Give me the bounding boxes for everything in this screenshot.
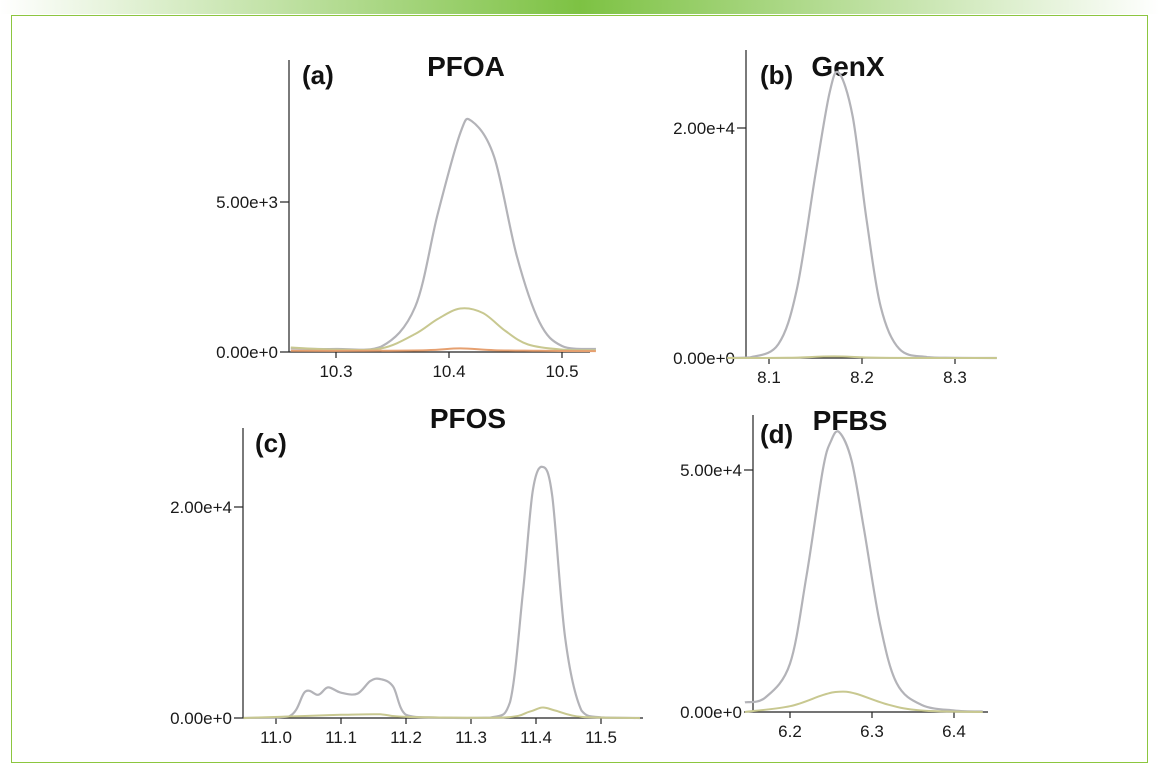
panel-a-ticks: 10.3 10.4 10.5 0.00e+0 5.00e+3 xyxy=(216,193,578,381)
panel-d-series-secondary xyxy=(744,690,983,713)
panel-c-xtick-label-2: 11.2 xyxy=(390,728,422,747)
panel-d-xtick-label-0: 6.2 xyxy=(778,722,802,741)
panel-b-genx: (b) GenX 8.1 8.2 8.3 0.00e+0 2.00e+4 xyxy=(673,50,997,387)
top-gradient-bar xyxy=(0,0,1160,14)
panel-d-title: PFBS xyxy=(813,405,888,436)
panel-b-ytick-label-1: 2.00e+4 xyxy=(673,119,735,138)
panel-a-series-secondary xyxy=(290,307,596,352)
panel-d-xtick-label-1: 6.3 xyxy=(860,722,884,741)
panel-c-series-main xyxy=(243,465,641,720)
panel-c-series-secondary xyxy=(243,706,641,719)
panel-c-xtick-label-5: 11.5 xyxy=(585,728,617,747)
panel-c-xtick-label-1: 11.1 xyxy=(325,728,357,747)
panel-d-traces xyxy=(744,430,983,713)
panel-b-xtick-label-0: 8.1 xyxy=(757,368,781,387)
panel-a-title: PFOA xyxy=(427,51,505,82)
panel-a-xtick-label-0: 10.3 xyxy=(319,362,352,381)
panel-c-xtick-label-3: 11.3 xyxy=(455,728,487,747)
panel-b-series-secondary xyxy=(727,355,997,359)
panel-a-pfoa: (a) PFOA 10.3 10.4 10.5 0.00e+0 5.00e+3 xyxy=(216,51,596,381)
panel-c-ytick-label-1: 2.00e+4 xyxy=(170,498,232,517)
panel-c-traces xyxy=(243,465,641,720)
panel-a-ytick-label-0: 0.00e+0 xyxy=(216,343,278,362)
panel-b-title: GenX xyxy=(811,51,884,82)
panel-d-series-main xyxy=(744,430,983,713)
panel-b-label: (b) xyxy=(760,60,793,90)
panel-c-ticks: 11.0 11.1 11.2 11.3 11.4 11.5 0.00e+0 2.00e+4 xyxy=(170,498,617,747)
figure-frame xyxy=(11,15,1148,763)
panel-d-ytick-label-1: 5.00e+4 xyxy=(680,461,742,480)
panel-a-traces xyxy=(290,117,596,353)
panel-a-series-tertiary xyxy=(290,347,596,353)
panel-b-ticks: 8.1 8.2 8.3 0.00e+0 2.00e+4 xyxy=(673,119,967,387)
panel-d-xtick-label-2: 6.4 xyxy=(942,722,966,741)
panel-a-series-main xyxy=(290,117,596,351)
panel-b-ytick-label-0: 0.00e+0 xyxy=(673,349,735,368)
panel-d-ytick-label-0: 0.00e+0 xyxy=(680,703,742,722)
panel-d-label: (d) xyxy=(760,419,793,449)
panel-b-traces xyxy=(727,70,997,360)
panel-a-xtick-label-2: 10.5 xyxy=(545,362,578,381)
panel-c-label: (c) xyxy=(255,428,287,458)
panel-a-ytick-label-1: 5.00e+3 xyxy=(216,193,278,212)
panel-c-xtick-label-4: 11.4 xyxy=(520,728,552,747)
panel-c-pfos: (c) PFOS 11.0 11.1 11.2 11.3 11.4 11.5 0.00e+0… xyxy=(170,403,643,747)
panel-c-title: PFOS xyxy=(430,403,506,434)
panel-c-xtick-label-0: 11.0 xyxy=(260,728,292,747)
panel-d-pfbs: (d) PFBS 6.2 6.3 6.4 0.00e+0 5.00e+4 xyxy=(680,405,988,741)
panel-b-xtick-label-1: 8.2 xyxy=(850,368,874,387)
panel-d-ticks: 6.2 6.3 6.4 0.00e+0 5.00e+4 xyxy=(680,461,966,741)
panel-b-series-main xyxy=(727,70,997,360)
panel-a-xtick-label-1: 10.4 xyxy=(432,362,465,381)
panel-c-ytick-label-0: 0.00e+0 xyxy=(170,709,232,728)
panel-a-label: (a) xyxy=(302,60,334,90)
panel-b-xtick-label-2: 8.3 xyxy=(943,368,967,387)
